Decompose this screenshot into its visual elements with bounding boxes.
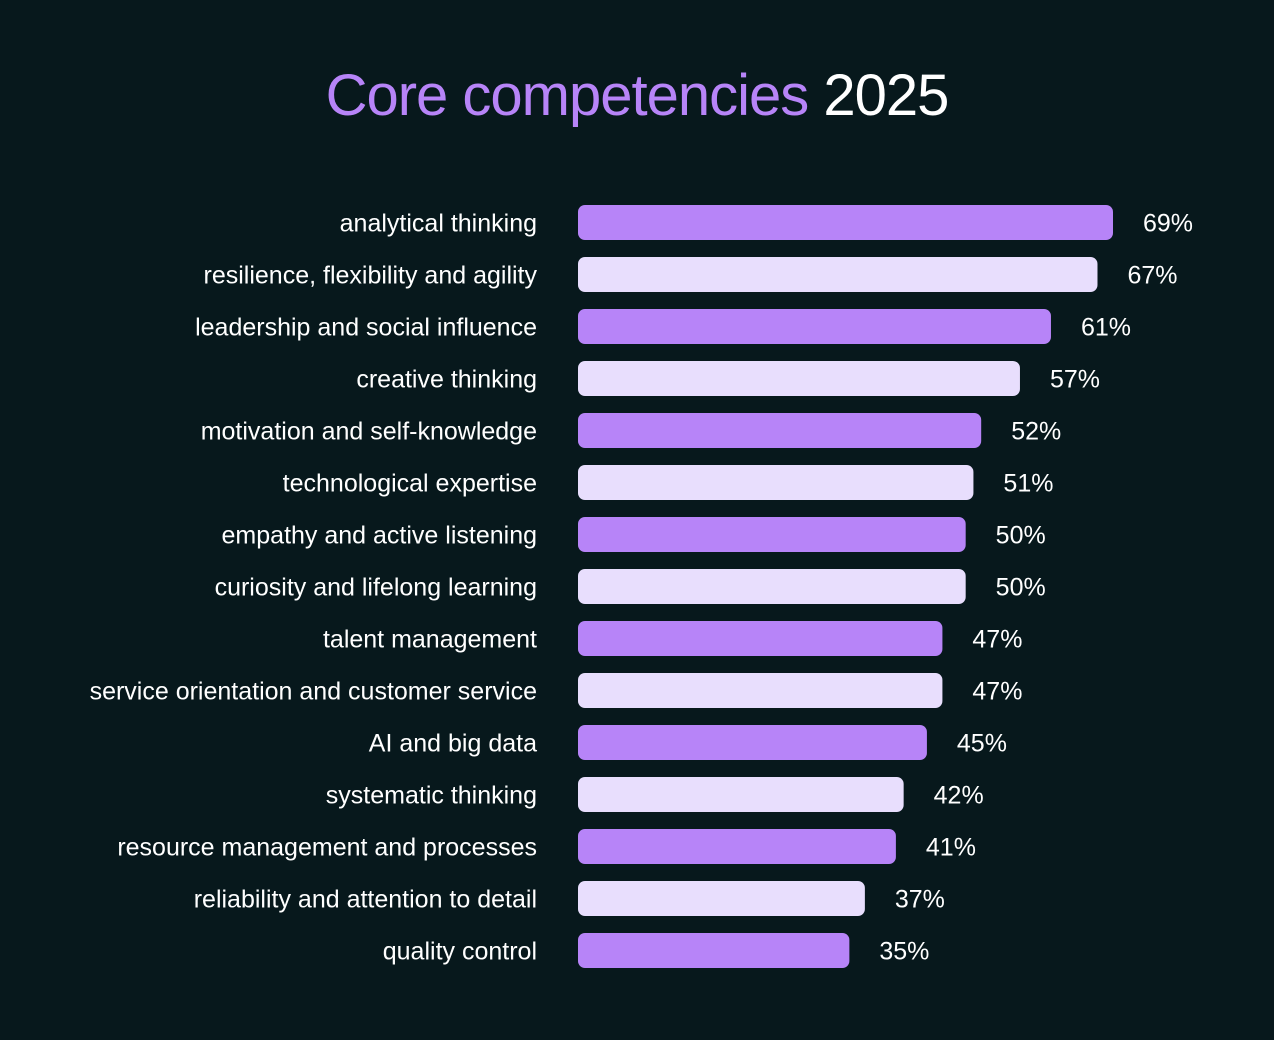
bar <box>578 413 982 448</box>
bar <box>578 205 1113 240</box>
value-label: 47% <box>972 678 1022 706</box>
category-label: leadership and social influence <box>195 314 537 342</box>
category-label: technological expertise <box>283 470 537 498</box>
value-label: 52% <box>1011 418 1061 446</box>
bar <box>578 465 974 500</box>
chart-title-year: 2025 <box>823 63 949 128</box>
value-label: 67% <box>1127 262 1177 290</box>
category-label: service orientation and customer service <box>90 678 537 706</box>
bar <box>578 777 904 812</box>
value-label: 69% <box>1143 210 1193 238</box>
category-label: systematic thinking <box>326 782 537 810</box>
bar <box>578 725 927 760</box>
category-label: curiosity and lifelong learning <box>215 574 537 602</box>
value-label: 50% <box>996 522 1046 550</box>
value-label: 51% <box>1003 470 1053 498</box>
bar <box>578 309 1051 344</box>
bar <box>578 933 850 968</box>
value-label: 45% <box>957 730 1007 758</box>
chart-title-accent: Core competencies <box>325 63 810 128</box>
value-label: 41% <box>926 834 976 862</box>
bar <box>578 361 1020 396</box>
value-label: 35% <box>879 938 929 966</box>
value-label: 61% <box>1081 314 1131 342</box>
bar <box>578 829 896 864</box>
value-label: 50% <box>996 574 1046 602</box>
chart-title: Core competencies 2025 <box>0 62 1274 129</box>
category-label: motivation and self-knowledge <box>201 418 537 446</box>
bar <box>578 257 1098 292</box>
category-label: analytical thinking <box>340 210 537 238</box>
category-label: AI and big data <box>369 730 537 758</box>
category-label: resilience, flexibility and agility <box>204 262 538 290</box>
value-label: 42% <box>934 782 984 810</box>
category-label: talent management <box>323 626 537 654</box>
value-label: 47% <box>972 626 1022 654</box>
bar <box>578 673 943 708</box>
bar <box>578 569 966 604</box>
bar <box>578 517 966 552</box>
category-label: resource management and processes <box>117 834 537 862</box>
bar <box>578 881 865 916</box>
value-label: 57% <box>1050 366 1100 394</box>
bar <box>578 621 943 656</box>
category-label: creative thinking <box>356 366 537 394</box>
value-label: 37% <box>895 886 945 914</box>
category-label: quality control <box>383 938 537 966</box>
category-label: reliability and attention to detail <box>194 886 537 914</box>
category-label: empathy and active listening <box>222 522 537 550</box>
